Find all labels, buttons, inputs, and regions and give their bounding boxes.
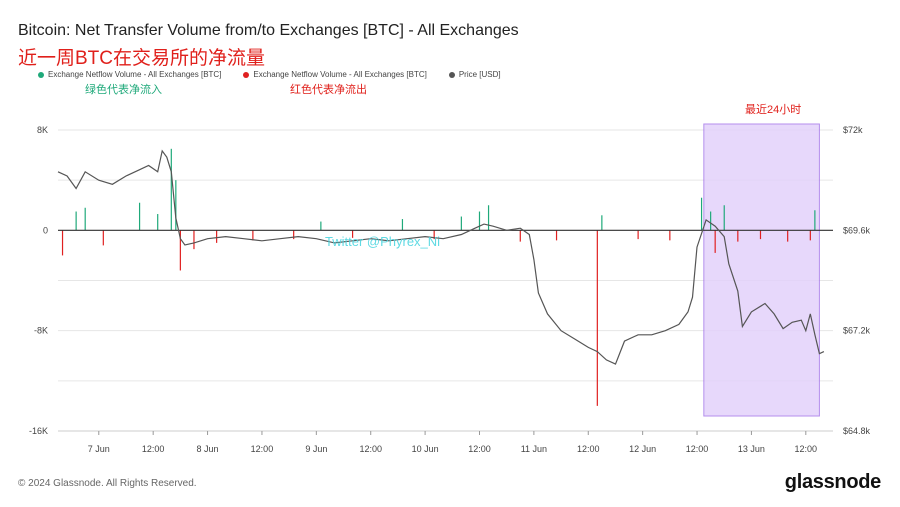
legend-inflow-dot xyxy=(38,71,44,78)
y-right-tick-label: $64.8k xyxy=(843,426,871,436)
last-24h-highlight xyxy=(703,123,820,417)
x-tick-label: 12:00 xyxy=(686,444,709,454)
x-axis: 7 Jun 12:00 8 Jun 12:00 9 Jun 12:00 10 Jun 12:0… xyxy=(58,430,833,454)
x-tick-label: 8 Jun xyxy=(197,444,219,454)
x-tick-label: 12:00 xyxy=(142,444,165,454)
x-tick-label: 7 Jun xyxy=(88,444,110,454)
glassnode-logo: glassnode xyxy=(784,471,882,493)
legend-item-inflow[interactable]: Exchange Netflow Volume - All Exchanges … xyxy=(38,70,221,79)
legend-outflow-dot xyxy=(243,71,250,78)
x-tick-label: 12:00 xyxy=(251,444,274,454)
x-tick-label: 11 Jun xyxy=(521,444,547,454)
x-tick-label: 12:00 xyxy=(795,444,818,454)
y-right-tick-label: $67.2k xyxy=(843,326,871,336)
y-left-tick-label: -16K xyxy=(29,426,48,436)
legend-price-dot xyxy=(448,71,455,78)
x-tick-label: 9 Jun xyxy=(305,444,327,454)
x-tick-label: 12:00 xyxy=(359,444,382,454)
legend: Exchange Netflow Volume - All Exchanges … xyxy=(38,70,501,79)
inflow-annotation: 绿色代表净流入 xyxy=(85,82,162,96)
legend-outflow-label: Exchange Netflow Volume - All Exchanges … xyxy=(253,70,427,79)
x-tick-label: 10 Jun xyxy=(412,444,439,454)
legend-item-price[interactable]: Price [USD] xyxy=(448,70,501,79)
price-line xyxy=(57,149,825,365)
x-tick-label: 13 Jun xyxy=(738,444,765,454)
y-axis-left: 8K 0 -8K -16K xyxy=(29,125,48,436)
last-24h-annotation: 最近24小时 xyxy=(745,103,801,116)
copyright: © 2024 Glassnode. All Rights Reserved. xyxy=(18,478,197,489)
y-left-tick-label: 8K xyxy=(37,125,48,135)
watermark: Twitter @Phyrex_Ni xyxy=(325,234,440,249)
legend-inflow-label: Exchange Netflow Volume - All Exchanges … xyxy=(48,70,222,79)
chart-title: Bitcoin: Net Transfer Volume from/to Exc… xyxy=(18,22,519,39)
outflow-annotation: 红色代表净流出 xyxy=(290,82,367,96)
y-right-tick-label: $69.6k xyxy=(843,225,871,235)
x-tick-label: 12:00 xyxy=(468,444,491,454)
legend-price-label: Price [USD] xyxy=(458,70,501,79)
x-tick-label: 12 Jun xyxy=(629,444,656,454)
y-left-tick-label: 0 xyxy=(43,225,48,235)
y-axis-right: $72k $69.6k $67.2k $64.8k xyxy=(843,125,871,436)
y-left-tick-label: -8K xyxy=(34,326,48,336)
legend-item-outflow[interactable]: Exchange Netflow Volume - All Exchanges … xyxy=(243,70,427,79)
netflow-bars xyxy=(61,148,816,406)
chart-subtitle: 近一周BTC在交易所的净流量 xyxy=(18,48,266,69)
x-tick-label: 12:00 xyxy=(577,444,600,454)
y-right-tick-label: $72k xyxy=(843,125,863,135)
